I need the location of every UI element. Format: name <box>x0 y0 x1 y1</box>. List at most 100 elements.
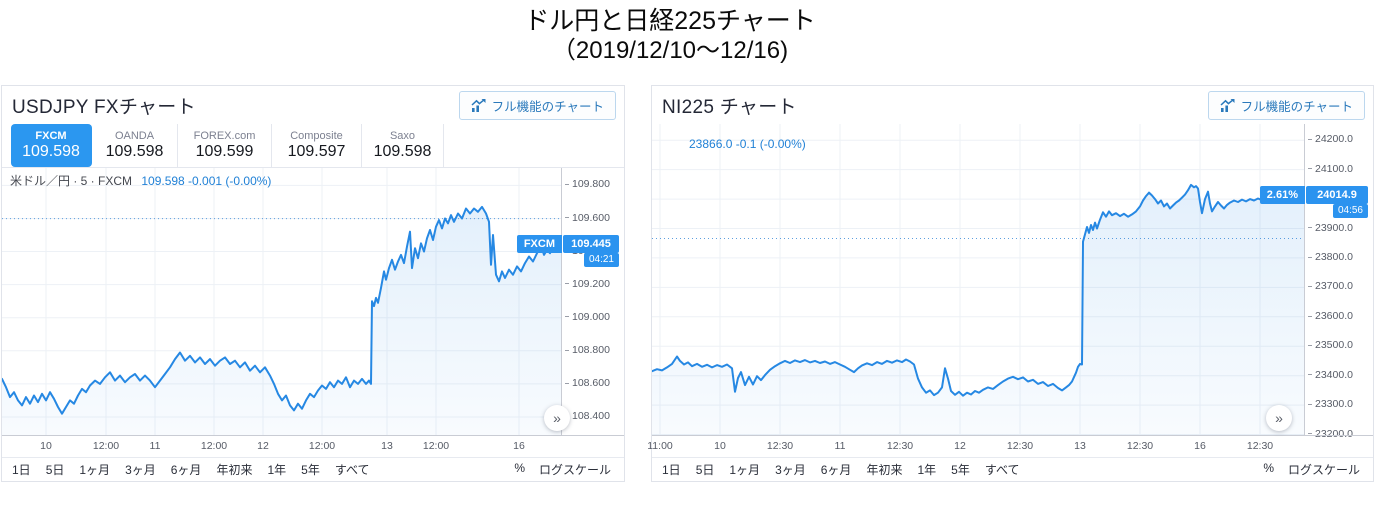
chart-region: 米ドル／円 · 5 · FXCM 109.598 -0.001 (-0.00%)… <box>2 168 624 481</box>
price-tick-label: 109.200 <box>565 278 610 290</box>
time-tick-label: 12:00 <box>92 440 120 452</box>
panel-header: NI225 チャート フル機能のチャート <box>652 86 1373 124</box>
price-tick-label: 109.000 <box>565 311 610 323</box>
time-tick-label: 13 <box>1074 440 1086 452</box>
price-tick-label: 23300.0 <box>1308 398 1353 410</box>
log-scale-button[interactable]: ログスケール <box>1287 463 1360 477</box>
broker-tab-name: Composite <box>290 130 343 142</box>
range-button[interactable]: すべて <box>334 463 370 477</box>
last-price-badge: 109.445 <box>563 235 619 254</box>
range-buttons: 1日 5日 1ヶ月 3ヶ月 6ヶ月 年初来 1年 5年 すべて <box>12 461 370 478</box>
price-tick-label: 23400.0 <box>1308 369 1353 381</box>
time-tick-label: 11 <box>834 440 846 452</box>
time-tick-label: 12:30 <box>766 440 794 452</box>
panel-header: USDJPY FXチャート フル機能のチャート <box>2 86 624 124</box>
main-title-line2: （2019/12/10〜12/16) <box>551 37 789 65</box>
broker-tab[interactable]: Saxo 109.598 <box>362 124 444 167</box>
range-button[interactable]: 1ヶ月 <box>729 463 761 477</box>
time-tick-label: 12:30 <box>1006 440 1034 452</box>
panel-title: NI225 チャート <box>662 96 797 118</box>
range-button[interactable]: 5日 <box>695 463 715 477</box>
broker-tab[interactable]: Composite 109.597 <box>272 124 362 167</box>
toolbar-right: % ログスケール <box>1263 461 1360 478</box>
chart-canvas <box>2 168 562 436</box>
price-tick-label: 24200.0 <box>1308 133 1353 145</box>
time-tick-label: 12:30 <box>886 440 914 452</box>
price-tick-label: 108.400 <box>565 410 610 422</box>
price-tick-label: 23700.0 <box>1308 280 1353 292</box>
source-badge: FXCM <box>516 235 562 254</box>
time-tick-label: 12:30 <box>1126 440 1154 452</box>
full-chart-button[interactable]: フル機能のチャート <box>458 90 616 120</box>
time-tick-label: 13 <box>381 440 393 452</box>
price-axis[interactable]: 24014.9 04:56 24200.024100.024000.023900… <box>1304 124 1373 440</box>
broker-tab-value: 109.599 <box>195 143 254 160</box>
range-button[interactable]: 1年 <box>267 463 287 477</box>
range-button[interactable]: 1日 <box>662 463 681 477</box>
range-button[interactable]: 年初来 <box>216 463 253 477</box>
range-button[interactable]: 年初来 <box>866 463 903 477</box>
main-title: ドル円と日経225チャート （2019/12/10〜12/16) <box>0 6 1340 66</box>
range-button[interactable]: 1年 <box>917 463 937 477</box>
legend-symbol: 米ドル／円 · 5 · FXCM <box>10 174 132 188</box>
log-scale-button[interactable]: ログスケール <box>538 463 611 477</box>
time-tick-label: 16 <box>1194 440 1206 452</box>
percent-change-badge: 2.61% <box>1259 185 1305 204</box>
chart-plot[interactable]: 米ドル／円 · 5 · FXCM 109.598 -0.001 (-0.00%)… <box>2 168 570 436</box>
broker-tab[interactable]: FXCM 109.598 <box>11 124 92 167</box>
time-tick-label: 12 <box>954 440 966 452</box>
broker-tab-name: FOREX.com <box>193 130 256 142</box>
range-button[interactable]: すべて <box>984 463 1020 477</box>
full-chart-button-label: フル機能のチャート <box>491 99 604 114</box>
range-button[interactable]: 5年 <box>951 463 970 477</box>
chart-plot[interactable]: 23866.0 -0.1 (-0.00%) 2.61% » <box>652 124 1305 436</box>
range-button[interactable]: 6ヶ月 <box>820 463 852 477</box>
price-tick-label: 23600.0 <box>1308 310 1353 322</box>
chevron-double-right-icon: » <box>553 410 561 426</box>
range-button[interactable]: 1日 <box>12 463 31 477</box>
countdown-badge: 04:21 <box>583 253 619 268</box>
chart-region: 23866.0 -0.1 (-0.00%) 2.61% » 24014.9 04… <box>647 124 1373 481</box>
price-tick-label: 24100.0 <box>1308 163 1353 175</box>
percent-button[interactable]: % <box>1263 461 1274 475</box>
chart-legend: 23866.0 -0.1 (-0.00%) <box>683 137 806 151</box>
range-button[interactable]: 1ヶ月 <box>79 463 111 477</box>
range-button[interactable]: 3ヶ月 <box>125 463 156 477</box>
price-tick-label: 23900.0 <box>1308 222 1353 234</box>
price-tick-label: 23800.0 <box>1308 251 1353 263</box>
chart-panel-usdjpy: USDJPY FXチャート フル機能のチャート FXCM 109.598 OANDA… <box>1 85 625 482</box>
range-button[interactable]: 5年 <box>301 463 320 477</box>
broker-tab-value: 109.598 <box>105 143 164 160</box>
price-tick-label: 109.600 <box>565 212 610 224</box>
broker-tab[interactable]: FOREX.com 109.599 <box>178 124 272 167</box>
expand-button[interactable]: » <box>1266 405 1292 431</box>
time-tick-label: 12 <box>257 440 269 452</box>
price-axis[interactable]: 109.445 04:21 109.800109.600109.400109.2… <box>561 168 624 436</box>
range-button[interactable]: 3ヶ月 <box>775 463 806 477</box>
time-tick-label: 12:00 <box>308 440 336 452</box>
time-tick-label: 11 <box>149 440 161 452</box>
range-toolbar: 1日 5日 1ヶ月 3ヶ月 6ヶ月 年初来 1年 5年 すべて % ログスケール <box>652 457 1373 481</box>
last-price-badge: 24014.9 <box>1306 185 1368 204</box>
broker-tab-name: OANDA <box>114 130 155 142</box>
price-tick-label: 108.600 <box>565 377 610 389</box>
expand-button[interactable]: » <box>544 405 570 431</box>
broker-tab[interactable]: OANDA 109.598 <box>92 124 178 167</box>
time-tick-label: 10 <box>40 440 52 452</box>
percent-button[interactable]: % <box>514 461 525 475</box>
chevron-double-right-icon: » <box>1275 410 1283 426</box>
chart-panel-ni225: NI225 チャート フル機能のチャート 23866.0 -0.1 (-0.00… <box>647 85 1374 482</box>
main-title-line1: ドル円と日経225チャート <box>524 7 816 35</box>
legend-values: 109.598 -0.001 (-0.00%) <box>141 174 272 188</box>
range-button[interactable]: 6ヶ月 <box>170 463 202 477</box>
time-tick-label: 12:00 <box>200 440 228 452</box>
time-axis[interactable]: 11:00 10 12:30 11 12:30 12 12:30 13 12:30 16 12:30 <box>647 435 1373 457</box>
time-axis[interactable]: 10 12:00 11 12:00 12 12:00 13 12:00 16 <box>2 435 624 457</box>
full-chart-button-label: フル機能のチャート <box>1240 99 1353 114</box>
broker-tab-name: Saxo <box>389 130 416 142</box>
range-button[interactable]: 5日 <box>45 463 65 477</box>
full-chart-button[interactable]: フル機能のチャート <box>1207 90 1365 120</box>
time-tick-label: 16 <box>513 440 525 452</box>
broker-tabs: FXCM 109.598 OANDA 109.598 FOREX.com 109.599 C… <box>2 124 624 168</box>
